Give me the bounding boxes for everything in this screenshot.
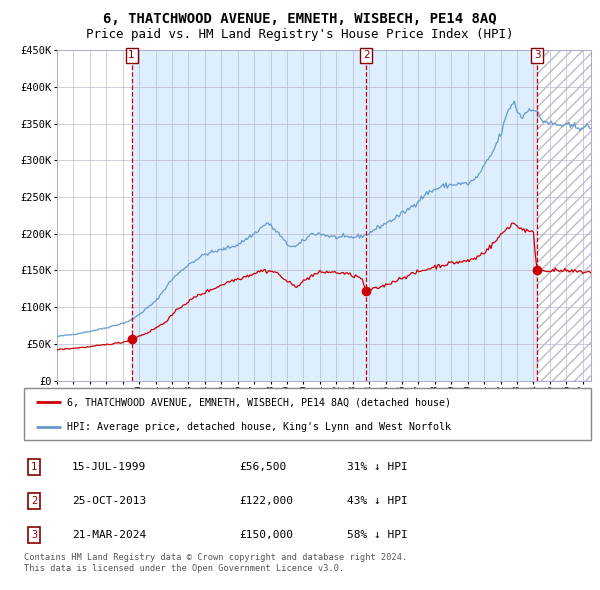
Text: HPI: Average price, detached house, King's Lynn and West Norfolk: HPI: Average price, detached house, King…: [67, 422, 451, 431]
Bar: [131, 50, 537, 381]
Text: 6, THATCHWOOD AVENUE, EMNETH, WISBECH, PE14 8AQ (detached house): 6, THATCHWOOD AVENUE, EMNETH, WISBECH, P…: [67, 397, 451, 407]
Text: 58% ↓ HPI: 58% ↓ HPI: [347, 530, 408, 540]
Text: 6, THATCHWOOD AVENUE, EMNETH, WISBECH, PE14 8AQ: 6, THATCHWOOD AVENUE, EMNETH, WISBECH, P…: [103, 12, 497, 26]
Text: £56,500: £56,500: [239, 462, 287, 472]
Text: £150,000: £150,000: [239, 530, 293, 540]
Text: 3: 3: [31, 530, 37, 540]
Text: 15-JUL-1999: 15-JUL-1999: [72, 462, 146, 472]
Text: 2: 2: [31, 496, 37, 506]
Text: £122,000: £122,000: [239, 496, 293, 506]
Text: 1: 1: [31, 462, 37, 472]
Text: Contains HM Land Registry data © Crown copyright and database right 2024.
This d: Contains HM Land Registry data © Crown c…: [24, 553, 407, 573]
Text: 21-MAR-2024: 21-MAR-2024: [72, 530, 146, 540]
Text: 3: 3: [534, 50, 541, 60]
Bar: [537, 50, 600, 381]
Text: 1: 1: [128, 50, 135, 60]
Text: 31% ↓ HPI: 31% ↓ HPI: [347, 462, 408, 472]
Text: 25-OCT-2013: 25-OCT-2013: [72, 496, 146, 506]
Text: 2: 2: [363, 50, 370, 60]
Text: Price paid vs. HM Land Registry's House Price Index (HPI): Price paid vs. HM Land Registry's House …: [86, 28, 514, 41]
Text: 43% ↓ HPI: 43% ↓ HPI: [347, 496, 408, 506]
